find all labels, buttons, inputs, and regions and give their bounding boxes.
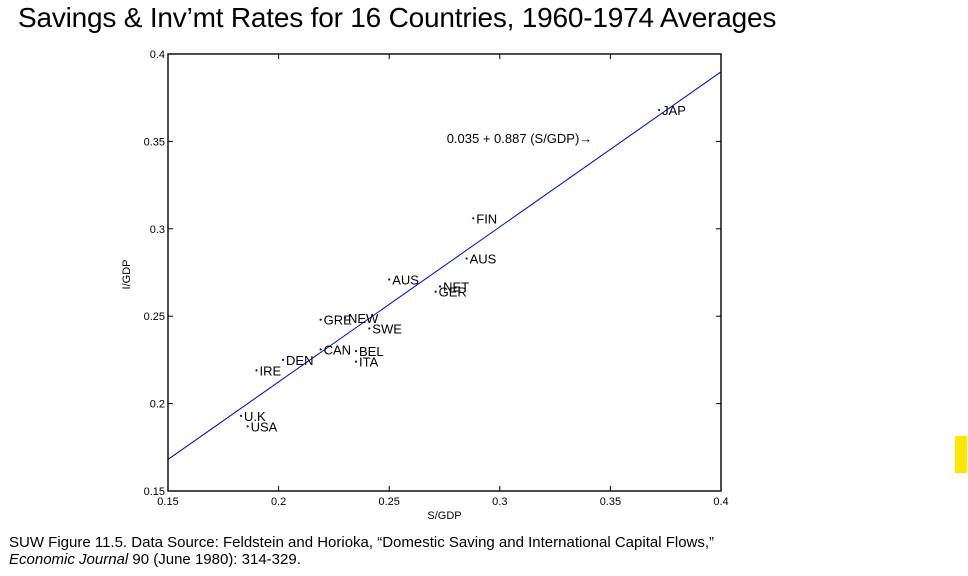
point-label: NEW <box>348 311 379 326</box>
fit-line-group <box>167 71 722 460</box>
data-point: FIN <box>472 211 497 226</box>
x-tick-label: 0.25 <box>378 496 399 508</box>
data-point: SWE <box>368 321 402 336</box>
point-marker <box>465 257 468 260</box>
point-marker <box>354 360 358 363</box>
slide-marker <box>955 436 967 473</box>
point-label: DEN <box>286 353 313 368</box>
data-point: NET <box>438 279 469 294</box>
point-label: FIN <box>476 211 497 226</box>
y-tick-label: 0.15 <box>144 486 165 498</box>
chart-title: Savings & Inv’mt Rates for 16 Countries,… <box>18 2 777 33</box>
y-tick-label: 0.2 <box>150 399 165 411</box>
point-label: NET <box>443 279 469 294</box>
y-tick-label: 0.35 <box>144 136 165 148</box>
point-label: SWE <box>372 321 402 336</box>
fit-line <box>167 71 722 460</box>
point-marker <box>319 318 322 321</box>
caption-journal: Economic Journal <box>9 551 129 568</box>
point-label: GER <box>439 285 467 300</box>
data-point: AUS <box>388 272 419 287</box>
point-marker <box>281 358 285 361</box>
x-tick-label: 0.4 <box>713 496 728 508</box>
point-marker <box>255 369 258 372</box>
caption-citation: 90 (June 1980): 314-329. <box>128 551 301 568</box>
y-tick-label: 0.4 <box>150 49 165 61</box>
point-label: JAP <box>662 103 686 118</box>
point-marker <box>354 350 358 353</box>
point-marker <box>657 108 661 112</box>
point-marker <box>438 285 442 288</box>
data-point: JAP <box>657 103 686 118</box>
point-label: USA <box>251 419 278 434</box>
point-label: ITA <box>359 355 379 370</box>
x-axis-label: S/GDP <box>427 510 461 522</box>
point-marker <box>472 217 475 220</box>
data-point: USA <box>246 419 278 434</box>
data-point: BEL <box>354 344 384 359</box>
point-marker <box>343 316 347 320</box>
y-tick-label: 0.25 <box>144 311 165 323</box>
point-label: GRE <box>324 313 353 328</box>
point-marker <box>246 425 249 428</box>
x-tick-label: 0.2 <box>271 496 286 508</box>
point-label: AUS <box>392 272 419 287</box>
point-marker <box>368 327 371 330</box>
data-point: DEN <box>281 353 313 368</box>
axes: 0.15 0.2 0.25 0.3 0.35 0.4 0.15 0.2 0.25 0.3 0.35 0… <box>144 49 729 508</box>
data-point: GRE <box>319 313 353 328</box>
plot-frame <box>167 53 722 492</box>
y-tick-label: 0.3 <box>150 224 165 236</box>
point-marker <box>388 278 391 281</box>
fit-equation-annotation: 0.035 + 0.887 (S/GDP)→ <box>447 131 593 146</box>
data-point: U.K <box>239 409 266 424</box>
x-tick-label: 0.15 <box>157 496 178 508</box>
y-axis-label: I/GDP <box>121 260 133 290</box>
point-label: IRE <box>259 363 281 378</box>
caption-line-1: SUW Figure 11.5. Data Source: Feldstein … <box>9 534 715 551</box>
caption-line-2: Economic Journal 90 (June 1980): 314-329… <box>9 551 714 568</box>
point-marker <box>239 414 243 417</box>
point-label: U.K <box>244 409 266 424</box>
figure-caption: SUW Figure 11.5. Data Source: Feldstein … <box>9 534 714 568</box>
data-point: ITA <box>354 355 379 370</box>
x-tick-label: 0.35 <box>600 496 621 508</box>
data-point: CAN <box>319 342 351 357</box>
point-marker <box>319 348 322 351</box>
data-point: NEW <box>343 311 379 326</box>
data-point: GER <box>434 285 467 300</box>
data-point: AUS <box>465 252 497 267</box>
point-label: BEL <box>359 344 384 359</box>
point-label: AUS <box>470 252 497 267</box>
point-label: CAN <box>324 342 351 357</box>
x-tick-label: 0.3 <box>492 496 507 508</box>
point-marker <box>434 290 437 293</box>
data-point: IRE <box>255 363 281 378</box>
